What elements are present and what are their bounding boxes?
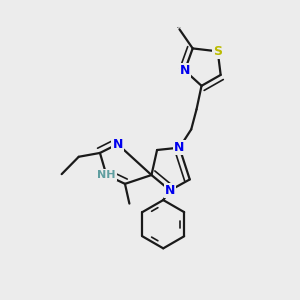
Text: S: S (213, 45, 222, 58)
Text: N: N (165, 184, 175, 197)
Text: N: N (180, 64, 190, 77)
Text: NH: NH (97, 170, 116, 180)
Text: N: N (174, 141, 184, 154)
Text: methyl: methyl (176, 27, 181, 28)
Text: N: N (112, 138, 123, 151)
